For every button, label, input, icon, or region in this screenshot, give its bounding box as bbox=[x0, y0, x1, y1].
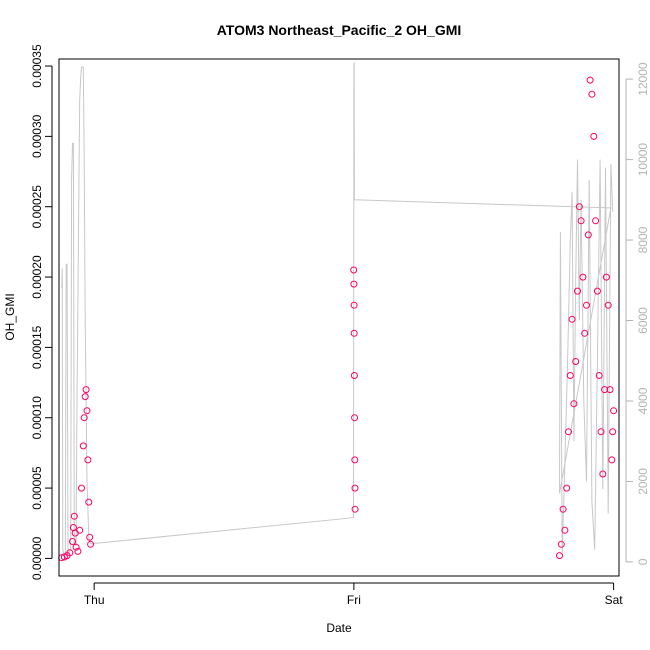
data-point bbox=[566, 372, 574, 379]
data-point bbox=[84, 456, 92, 464]
data-point bbox=[351, 505, 359, 513]
data-point bbox=[592, 217, 600, 225]
data-point bbox=[350, 280, 358, 288]
data-point bbox=[350, 266, 358, 274]
data-point bbox=[574, 287, 581, 295]
data-point bbox=[559, 505, 567, 513]
data-point bbox=[602, 273, 610, 281]
data-point bbox=[608, 456, 616, 464]
y2-tick-label: 4000 bbox=[636, 387, 650, 414]
y-tick-label: 0.00020 bbox=[30, 255, 44, 299]
data-point bbox=[350, 301, 358, 309]
data-point bbox=[593, 287, 601, 295]
secondary-series-line bbox=[61, 62, 614, 559]
data-point bbox=[584, 231, 592, 239]
y2-tick-label: 6000 bbox=[636, 307, 650, 334]
data-point bbox=[76, 526, 84, 534]
data-point bbox=[565, 428, 572, 436]
data-point bbox=[561, 526, 569, 534]
data-point bbox=[595, 372, 603, 379]
data-point bbox=[351, 414, 359, 422]
data-point bbox=[86, 533, 94, 541]
data-point bbox=[601, 386, 609, 394]
data-point bbox=[597, 428, 605, 436]
data-point bbox=[606, 386, 614, 394]
y-tick-label: 0.00005 bbox=[30, 466, 44, 510]
data-point bbox=[610, 407, 618, 415]
y2-tick-label: 12000 bbox=[636, 62, 650, 96]
data-point bbox=[570, 400, 578, 408]
oh-gmi-points bbox=[58, 76, 618, 562]
data-point bbox=[568, 315, 576, 323]
y-tick-label: 0.00015 bbox=[30, 325, 44, 369]
y2-tick-label: 0 bbox=[636, 558, 650, 565]
y2-tick-label: 10000 bbox=[636, 143, 650, 177]
data-point bbox=[69, 538, 76, 545]
y2-tick-label: 2000 bbox=[636, 468, 650, 495]
data-point bbox=[590, 132, 598, 140]
y-tick-label: 0.00010 bbox=[30, 396, 44, 440]
data-point bbox=[599, 470, 607, 478]
data-point bbox=[581, 329, 589, 337]
x-tick-label: Fri bbox=[347, 593, 361, 607]
data-point bbox=[557, 540, 565, 548]
y-axis-label: OH_GMI bbox=[3, 293, 17, 340]
data-point bbox=[80, 414, 88, 422]
data-point bbox=[74, 547, 82, 555]
data-point bbox=[66, 549, 74, 557]
data-point bbox=[79, 442, 87, 450]
data-point bbox=[586, 76, 594, 84]
x-tick-label: Sat bbox=[605, 593, 624, 607]
data-point bbox=[556, 552, 563, 560]
data-point bbox=[72, 543, 80, 551]
y-tick-label: 0.00035 bbox=[30, 44, 44, 88]
data-point bbox=[575, 203, 583, 211]
y-axis-left: 0.00000 0.00005 0.00010 0.00015 0.00020 0.000… bbox=[30, 44, 53, 580]
data-point bbox=[82, 386, 90, 394]
data-point bbox=[563, 484, 571, 492]
x-axis-label: Date bbox=[326, 621, 352, 635]
plot-frame bbox=[58, 58, 620, 577]
data-point bbox=[579, 273, 587, 281]
y-tick-label: 0.00000 bbox=[30, 536, 44, 580]
data-point bbox=[588, 90, 596, 98]
data-point bbox=[604, 301, 612, 309]
data-point bbox=[83, 407, 91, 415]
data-point bbox=[350, 372, 358, 379]
data-point bbox=[351, 484, 359, 492]
data-point bbox=[577, 217, 585, 225]
x-axis: Thu Fri Sat bbox=[84, 582, 624, 607]
y-tick-label: 0.00025 bbox=[30, 185, 44, 229]
data-point bbox=[572, 358, 580, 365]
data-point bbox=[87, 540, 95, 548]
data-point bbox=[609, 428, 617, 436]
x-tick-label: Thu bbox=[84, 593, 105, 607]
data-point bbox=[78, 484, 85, 492]
data-point bbox=[85, 498, 93, 506]
y-axis-right: 0 2000 4000 6000 8000 10000 12000 bbox=[625, 62, 650, 565]
chart-title: ATOM3 Northeast_Pacific_2 OH_GMI bbox=[217, 22, 462, 38]
data-point bbox=[70, 512, 78, 520]
y-tick-label: 0.00030 bbox=[30, 114, 44, 158]
data-point bbox=[350, 329, 358, 337]
data-point bbox=[81, 393, 89, 401]
y2-tick-label: 8000 bbox=[636, 226, 650, 253]
data-point bbox=[583, 301, 590, 309]
data-point bbox=[351, 456, 359, 464]
data-point bbox=[69, 524, 77, 531]
secondary-series-path bbox=[61, 62, 614, 559]
